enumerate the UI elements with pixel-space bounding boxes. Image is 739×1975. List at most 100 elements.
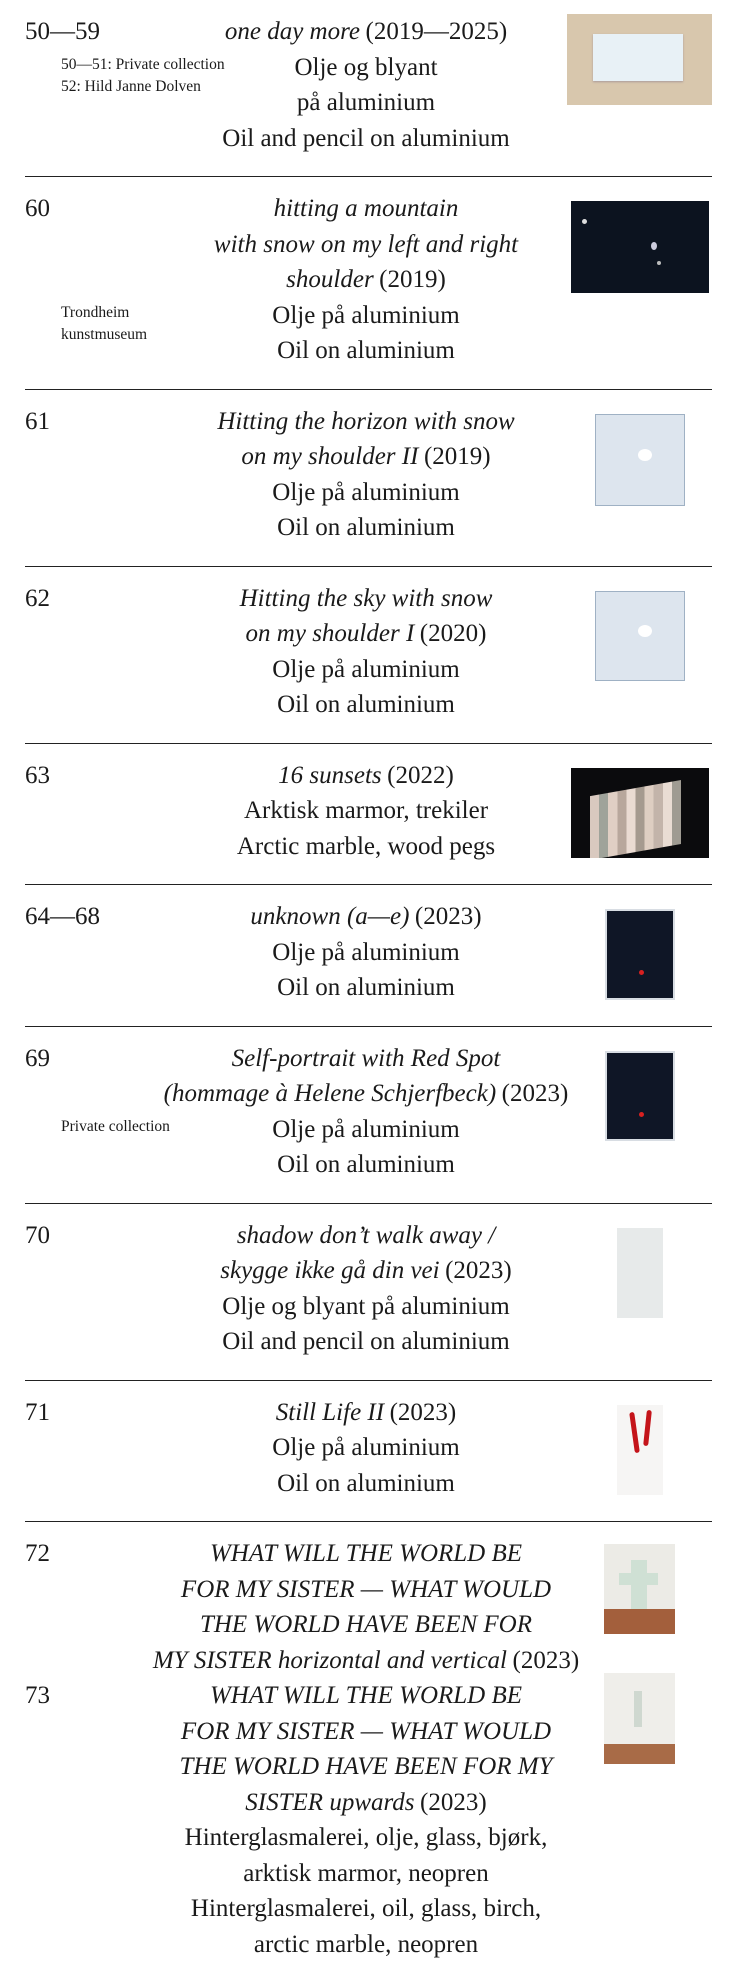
thumbnail-detail [638,970,644,976]
work-title: MY SISTER horizontal and vertical [152,1646,507,1674]
thumbnail [604,909,676,1000]
thumbnail [570,767,710,859]
entry: 61 Hitting the horizon with snow on my sho… [25,390,712,567]
materials: Olje på aluminium Oil on aluminium [25,1430,712,1501]
work-number: 72 [25,1540,50,1567]
thumbnail [594,590,686,682]
materials: Olje på aluminium Oil on aluminium [25,475,712,546]
work-title: WHAT WILL THE WORLD BE [209,1540,523,1567]
thumbnail [617,1404,663,1496]
title-line: skygge ikke gå din vei (2023) [110,1253,622,1289]
material-line: Olje på aluminium [272,1434,460,1461]
work-year: (2023) [501,1080,569,1107]
work-title: one day more [224,18,360,45]
material-line: Olje på aluminium [272,1115,460,1143]
work: 63 16 sunsets (2022) [25,758,712,794]
thumbnail [617,1227,663,1319]
work: 71 Still Life II (2023) [25,1395,712,1431]
work-title: Still Life II [275,1398,385,1426]
work-number: 63 [25,761,50,789]
title-line: shoulder (2019) [110,262,622,298]
title-line: WHAT WILL THE WORLD BE [110,1536,622,1572]
material-line: Oil on aluminium [277,974,455,1001]
entry: 63 16 sunsets (2022) Arktisk marmor, trekil… [25,744,712,885]
work-title: unknown (a—e) [250,903,410,930]
thumbnail [604,1050,676,1142]
title-line: THE WORLD HAVE BEEN FOR [110,1607,622,1643]
material-line: Oil and pencil on aluminium [222,124,510,152]
material-line: Olje på aluminium [272,655,460,683]
work-title: Self-portrait with Red Spot [231,1044,501,1072]
thumbnail-detail [629,1411,640,1453]
materials: Olje på aluminium Oil on aluminium [25,298,712,369]
work-title: THE WORLD HAVE BEEN FOR MY [179,1753,553,1780]
work-title: FOR MY SISTER — WHAT WOULD [180,1575,552,1603]
thumbnail-detail [633,1691,643,1728]
work-number: 64—68 [25,903,100,930]
entry: 60 hitting a mountain with snow on my left… [25,177,712,390]
material-line: Oil on aluminium [277,691,455,718]
entry: 70 shadow don’t walk away / skygge ikke gå… [25,1204,712,1381]
title-line: SISTER upwards (2023) [110,1785,622,1821]
title-line: on my shoulder II (2019) [110,439,622,475]
work-number: 60 [25,195,50,222]
thumbnail-detail [656,260,661,265]
material-line: Olje på aluminium [272,478,460,506]
work: 70 shadow don’t walk away / skygge ikke gå… [25,1218,712,1289]
thumbnail-detail [603,1608,676,1635]
work-title: (hommage à Helene Schjerfbeck) [163,1080,497,1107]
title-line: with snow on my left and right [110,227,622,263]
work-year: (2023) [445,1257,512,1284]
work-number: 73 [25,1682,50,1709]
entry: 64—68 unknown (a—e) (2023) Olje på aluminiu… [25,885,712,1027]
work-title: SISTER upwards [245,1788,415,1816]
materials: Arktisk marmor, trekiler Arctic marble, w… [25,793,712,864]
material-line: arctic marble, neopren [253,1930,479,1958]
thumbnail-detail [619,1572,659,1586]
thumbnail-detail [593,33,683,82]
work-number: 62 [25,584,50,612]
material-line: Olje på aluminium [272,301,460,329]
work-title: with snow on my left and right [213,230,519,258]
thumbnail-detail [590,779,682,859]
work: 62 Hitting the sky with snow on my shoulde… [25,581,712,652]
work-number: 71 [25,1398,50,1426]
material-line: arktisk marmor, neopren [243,1859,489,1887]
work-number: 61 [25,407,50,435]
work-title: THE WORLD HAVE BEEN FOR [199,1611,533,1638]
title-line: hitting a mountain [110,191,622,227]
title-line: one day more (2019—2025) [110,14,622,50]
thumbnail [567,14,712,105]
work-title: on my shoulder II [241,443,419,470]
materials: Olje og blyant på aluminium Oil and penci… [25,1289,712,1360]
thumbnail-detail [581,219,587,225]
work-year: (2023) [420,1788,487,1816]
thumbnail [594,413,686,506]
material-line: Oil and pencil on aluminium [222,1328,510,1355]
thumbnail-detail [603,1743,676,1764]
entry: 50—59 one day more (2019—2025) Olje og blya… [25,0,712,177]
work-title: WHAT WILL THE WORLD BE [209,1682,523,1709]
note-line: 50—51: Private collection [61,56,225,73]
materials: Olje på aluminium Oil on aluminium [25,652,712,723]
material-line: Oil on aluminium [277,1151,455,1178]
thumbnail-detail [638,448,653,461]
thumbnail-detail [638,1111,644,1117]
work: 64—68 unknown (a—e) (2023) [25,899,712,935]
work-number: 50—59 [25,18,100,45]
work-title: shoulder [286,266,374,293]
work-title: Hitting the horizon with snow [217,407,515,435]
note-line: Trondheim [61,304,130,321]
work-title: 16 sunsets [278,761,382,789]
title-line: THE WORLD HAVE BEEN FOR MY [110,1749,622,1785]
work: 61 Hitting the horizon with snow on my sho… [25,404,712,475]
materials: Hinterglasmalerei, olje, glass, bjørk, ar… [25,1820,712,1962]
thumbnail [603,1543,676,1635]
work-title: hitting a mountain [273,195,459,222]
title-line: Self-portrait with Red Spot [110,1041,622,1077]
work: 60 hitting a mountain with snow on my left… [25,191,712,298]
work-year: (2023) [389,1398,457,1426]
title-line: Hitting the horizon with snow [110,404,622,440]
material-line: Olje og blyant [294,53,438,81]
